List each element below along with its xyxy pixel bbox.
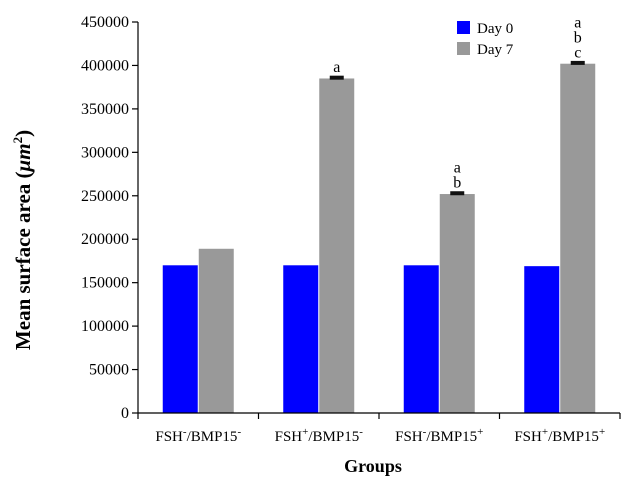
y-tick-label: 300000 [81,144,129,161]
x-axis-title: Groups [344,456,402,476]
annotation-letter: b [574,29,582,46]
legend: Day 0 Day 7 [457,21,514,58]
annotation-letter: a [454,160,461,177]
legend-label-day0: Day 0 [477,21,513,37]
x-category-label: FSH-/BMP15- [155,426,241,445]
y-tick-label: 350000 [81,101,129,118]
bar-day0 [162,265,198,413]
error-bar [450,191,465,196]
bar-day0 [283,265,319,413]
bar-day0 [524,266,560,413]
y-axis-title-close: ) [11,130,35,137]
bar-day7 [439,194,475,413]
y-tick-label: 50000 [89,362,129,379]
bar-day0 [403,265,439,413]
y-tick-label: 250000 [81,188,129,205]
error-bar [329,75,344,80]
y-tick-label: 200000 [81,231,129,248]
legend-label-day7: Day 7 [477,42,514,58]
y-tick-label: 100000 [81,318,129,335]
y-axis-title-sup: 2 [10,137,25,144]
y-tick-label: 400000 [81,57,129,74]
y-tick-label: 450000 [81,14,129,31]
bar-day7 [560,63,596,413]
annotation-letter: c [574,44,581,61]
y-axis-title-main: Mean surface area ( [11,171,35,350]
legend-swatch-day7 [457,42,470,55]
y-axis-ticks: 0 50000 100000 150000 200000 250000 300000 3500… [81,14,138,422]
x-category-label: FSH+/BMP15- [275,426,364,445]
bars [162,60,596,413]
y-axis-title: Mean surface area (μm2) [10,130,35,350]
x-category-label: FSH+/BMP15+ [514,426,605,445]
annotation-letter: b [453,175,461,192]
x-category-label: FSH-/BMP15+ [395,426,483,445]
bar-day7 [198,248,234,413]
y-tick-label: 0 [121,405,129,422]
y-axis-title-unit: μm [11,143,35,172]
x-axis-ticks [137,413,621,419]
x-axis-category-labels: FSH-/BMP15- FSH+/BMP15- FSH-/BMP15+ FSH+/BM… [155,426,605,445]
y-tick-label: 150000 [81,275,129,292]
annotation-letter: a [574,14,581,31]
annotation-letter: a [333,59,340,76]
legend-swatch-day0 [457,21,470,34]
error-bar [570,60,585,65]
bar-day7 [319,78,355,413]
